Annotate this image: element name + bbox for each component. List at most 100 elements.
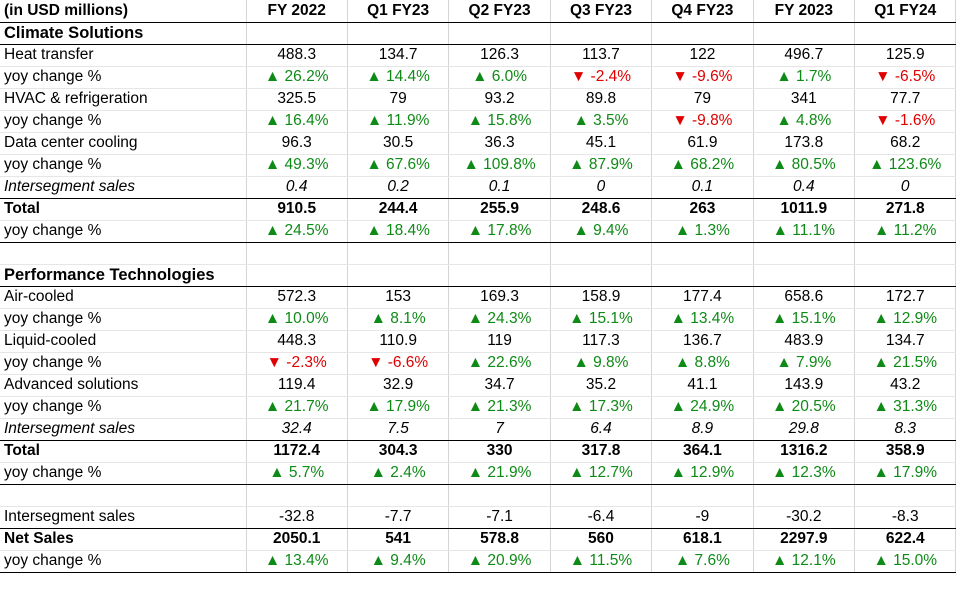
value-cell[interactable]: 119.4 — [246, 374, 348, 397]
yoy-cell[interactable]: ▲ 1.3% — [651, 220, 754, 243]
yoy-cell[interactable]: ▲ 21.5% — [854, 352, 956, 375]
row-label[interactable]: yoy change % — [0, 462, 247, 485]
value-cell[interactable]: 34.7 — [448, 374, 551, 397]
row-label[interactable]: Climate Solutions — [0, 22, 247, 45]
value-cell[interactable]: 125.9 — [854, 44, 956, 67]
yoy-cell[interactable]: ▲ 16.4% — [246, 110, 348, 133]
yoy-cell[interactable]: ▲ 87.9% — [550, 154, 653, 177]
value-cell[interactable]: -7.1 — [448, 506, 551, 529]
value-cell[interactable]: 117.3 — [550, 330, 653, 353]
yoy-cell[interactable]: ▲ 9.8% — [550, 352, 653, 375]
value-cell[interactable]: 32.9 — [347, 374, 450, 397]
value-cell[interactable]: 36.3 — [448, 132, 551, 155]
value-cell[interactable] — [246, 242, 348, 265]
value-cell[interactable]: 68.2 — [854, 132, 956, 155]
value-cell[interactable]: 7 — [448, 418, 551, 441]
value-cell[interactable]: 255.9 — [448, 198, 551, 221]
yoy-cell[interactable]: ▲ 67.6% — [347, 154, 450, 177]
row-label[interactable]: Advanced solutions — [0, 374, 247, 397]
row-label[interactable]: Intersegment sales — [0, 176, 247, 199]
value-cell[interactable]: 658.6 — [753, 286, 856, 309]
value-cell[interactable] — [550, 264, 653, 287]
value-cell[interactable]: 7.5 — [347, 418, 450, 441]
value-cell[interactable]: 35.2 — [550, 374, 653, 397]
value-cell[interactable]: 1316.2 — [753, 440, 856, 463]
value-cell[interactable] — [448, 242, 551, 265]
value-cell[interactable] — [550, 22, 653, 45]
yoy-cell[interactable]: ▲ 15.1% — [550, 308, 653, 331]
value-cell[interactable]: 89.8 — [550, 88, 653, 111]
yoy-cell[interactable]: ▲ 1.7% — [753, 66, 856, 89]
value-cell[interactable] — [651, 264, 754, 287]
value-cell[interactable]: 341 — [753, 88, 856, 111]
yoy-cell[interactable]: ▲ 12.9% — [651, 462, 754, 485]
value-cell[interactable]: 496.7 — [753, 44, 856, 67]
value-cell[interactable] — [347, 242, 450, 265]
yoy-cell[interactable]: ▲ 12.1% — [753, 550, 856, 573]
value-cell[interactable]: 79 — [651, 88, 754, 111]
yoy-cell[interactable]: ▲ 26.2% — [246, 66, 348, 89]
value-cell[interactable]: 79 — [347, 88, 450, 111]
value-cell[interactable]: 0 — [854, 176, 956, 199]
yoy-cell[interactable]: ▲ 13.4% — [246, 550, 348, 573]
yoy-cell[interactable]: ▲ 15.1% — [753, 308, 856, 331]
yoy-cell[interactable]: ▼ -6.5% — [854, 66, 956, 89]
row-label[interactable]: yoy change % — [0, 352, 247, 375]
value-cell[interactable]: -8.3 — [854, 506, 956, 529]
header-cell[interactable]: Q3 FY23 — [550, 0, 653, 23]
yoy-cell[interactable]: ▲ 17.3% — [550, 396, 653, 419]
value-cell[interactable]: 143.9 — [753, 374, 856, 397]
value-cell[interactable]: 158.9 — [550, 286, 653, 309]
yoy-cell[interactable]: ▼ -6.6% — [347, 352, 450, 375]
value-cell[interactable]: 578.8 — [448, 528, 551, 551]
value-cell[interactable]: 317.8 — [550, 440, 653, 463]
value-cell[interactable] — [753, 264, 856, 287]
yoy-cell[interactable]: ▲ 8.1% — [347, 308, 450, 331]
yoy-cell[interactable]: ▲ 10.0% — [246, 308, 348, 331]
value-cell[interactable] — [651, 242, 754, 265]
yoy-cell[interactable]: ▲ 12.9% — [854, 308, 956, 331]
value-cell[interactable] — [651, 22, 754, 45]
row-label[interactable]: yoy change % — [0, 550, 247, 573]
row-label[interactable]: yoy change % — [0, 220, 247, 243]
row-label[interactable]: yoy change % — [0, 110, 247, 133]
yoy-cell[interactable]: ▲ 20.9% — [448, 550, 551, 573]
value-cell[interactable] — [448, 264, 551, 287]
yoy-cell[interactable]: ▼ -9.8% — [651, 110, 754, 133]
value-cell[interactable]: 136.7 — [651, 330, 754, 353]
yoy-cell[interactable]: ▲ 3.5% — [550, 110, 653, 133]
yoy-cell[interactable]: ▲ 11.9% — [347, 110, 450, 133]
row-label[interactable]: yoy change % — [0, 66, 247, 89]
yoy-cell[interactable]: ▲ 80.5% — [753, 154, 856, 177]
row-label[interactable] — [0, 242, 247, 265]
row-label[interactable]: Intersegment sales — [0, 418, 247, 441]
yoy-cell[interactable]: ▼ -2.3% — [246, 352, 348, 375]
yoy-cell[interactable]: ▼ -1.6% — [854, 110, 956, 133]
value-cell[interactable] — [246, 484, 348, 507]
value-cell[interactable]: 1172.4 — [246, 440, 348, 463]
header-cell[interactable]: FY 2022 — [246, 0, 348, 23]
value-cell[interactable]: 30.5 — [347, 132, 450, 155]
yoy-cell[interactable]: ▲ 2.4% — [347, 462, 450, 485]
yoy-cell[interactable]: ▲ 17.9% — [347, 396, 450, 419]
value-cell[interactable] — [854, 22, 956, 45]
yoy-cell[interactable]: ▲ 6.0% — [448, 66, 551, 89]
value-cell[interactable]: 61.9 — [651, 132, 754, 155]
value-cell[interactable]: 0.4 — [246, 176, 348, 199]
value-cell[interactable]: 483.9 — [753, 330, 856, 353]
row-label[interactable]: Net Sales — [0, 528, 247, 551]
yoy-cell[interactable]: ▲ 9.4% — [550, 220, 653, 243]
yoy-cell[interactable]: ▲ 109.8% — [448, 154, 551, 177]
value-cell[interactable]: 153 — [347, 286, 450, 309]
value-cell[interactable]: 244.4 — [347, 198, 450, 221]
value-cell[interactable]: 8.3 — [854, 418, 956, 441]
value-cell[interactable]: 110.9 — [347, 330, 450, 353]
yoy-cell[interactable]: ▲ 21.3% — [448, 396, 551, 419]
value-cell[interactable]: 77.7 — [854, 88, 956, 111]
value-cell[interactable]: 2050.1 — [246, 528, 348, 551]
value-cell[interactable]: -6.4 — [550, 506, 653, 529]
header-cell[interactable]: Q4 FY23 — [651, 0, 754, 23]
yoy-cell[interactable]: ▲ 18.4% — [347, 220, 450, 243]
header-cell[interactable]: Q1 FY24 — [854, 0, 956, 23]
yoy-cell[interactable]: ▲ 24.5% — [246, 220, 348, 243]
